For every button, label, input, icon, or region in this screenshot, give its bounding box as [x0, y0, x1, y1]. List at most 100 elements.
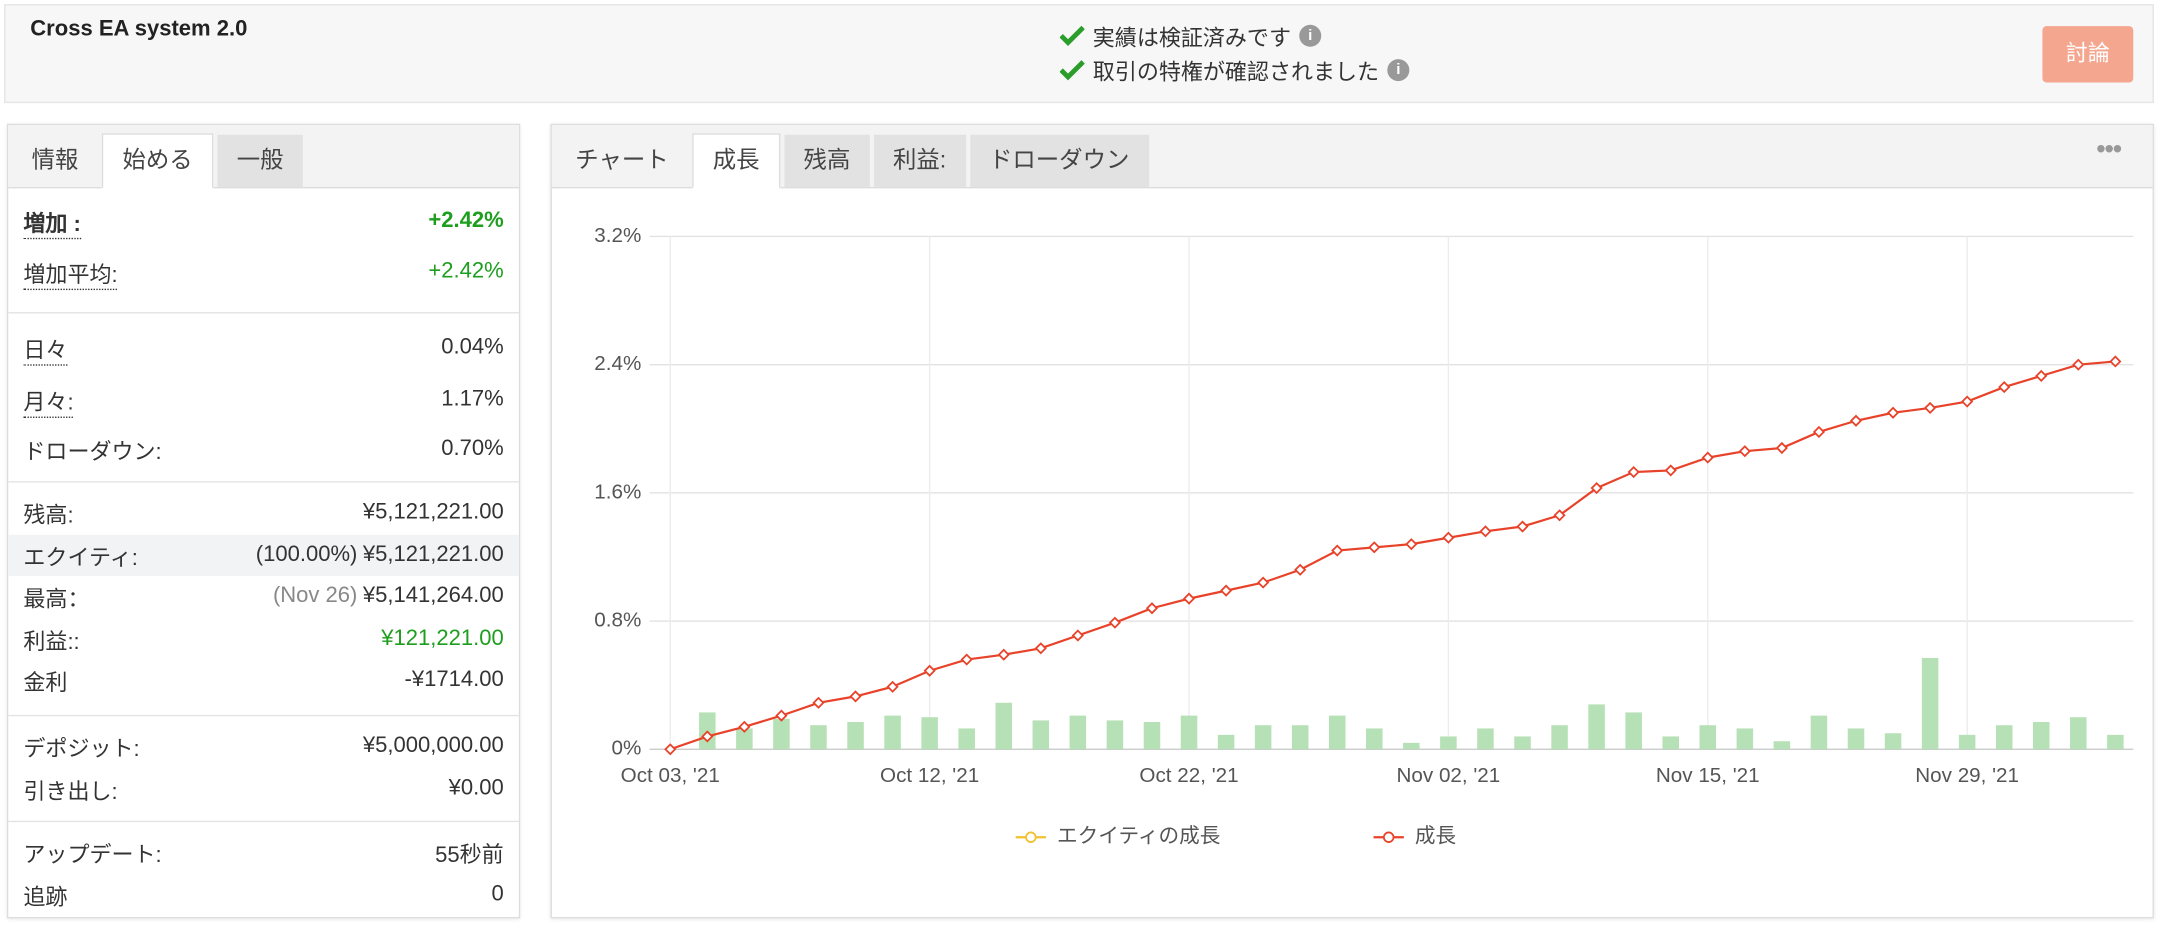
bar: [1440, 736, 1457, 750]
stat-value: ¥121,221.00: [381, 626, 504, 651]
stat-label: 追跡: [23, 886, 68, 911]
bar: [1180, 715, 1198, 750]
point: [2109, 355, 2122, 368]
point: [1257, 576, 1270, 589]
tab-bar: チャート 成長 残高 利益: ドローダウン: [551, 125, 2153, 189]
bar: [1366, 728, 1383, 750]
point: [1145, 602, 1159, 615]
separator: [8, 820, 519, 823]
tab[interactable]: ドローダウン: [969, 134, 1149, 187]
stat-value: 1.17%: [441, 387, 504, 412]
stat-value: ¥5,141,264.00: [362, 584, 504, 608]
stat-note: (Nov 26): [272, 584, 358, 608]
stat-label: エクイティ:: [23, 547, 138, 571]
stat-row: 増加平均: +2.42%: [23, 253, 504, 291]
bar: [921, 717, 938, 750]
point: [1071, 629, 1084, 642]
stat-label: 残高:: [23, 504, 74, 528]
stat-label: 利益::: [23, 631, 80, 655]
point: [1961, 395, 1974, 408]
point: [701, 730, 714, 743]
point: [738, 720, 751, 733]
stat-row: 月々: 1.17%: [23, 381, 504, 419]
separator: [8, 714, 519, 717]
stat-label: 最高：: [23, 588, 90, 612]
x-tick-label: Oct 03, '21: [621, 764, 720, 787]
point: [1331, 544, 1344, 557]
tab[interactable]: 成長: [692, 133, 781, 189]
stat-row: 金利 -¥1714.00: [23, 661, 503, 699]
bar: [847, 722, 864, 750]
point: [1701, 451, 1714, 464]
point: [1924, 401, 1937, 415]
point: [1553, 509, 1566, 522]
bar: [1143, 722, 1161, 750]
point: [1034, 642, 1047, 655]
point: [1108, 616, 1121, 629]
x-tick-label: Oct 22, '21: [1139, 764, 1238, 787]
check-icon: [1059, 60, 1085, 81]
stat-value: ¥0.00: [448, 776, 504, 801]
bar: [884, 715, 901, 750]
bar: [2033, 722, 2050, 750]
stat-value: ¥5,000,000.00: [362, 734, 504, 758]
tab-bar: 情報 始める 一般: [8, 125, 519, 189]
bar: [2107, 734, 2124, 750]
point: [2072, 358, 2085, 371]
bar: [1588, 704, 1605, 750]
tab[interactable]: 情報: [12, 134, 98, 187]
menu-dots[interactable]: •••: [2096, 134, 2122, 165]
stats-panel: 情報 始める 一般 増加 : +2.42% 増加平均: +2.42% 日々 0.04%…: [6, 123, 521, 919]
point: [1294, 563, 1307, 576]
legend-marker: [1025, 831, 1037, 843]
point: [1738, 445, 1751, 458]
stat-value: 55秒前: [435, 844, 504, 868]
stat-value: 0: [491, 882, 504, 906]
discuss-button[interactable]: 討論: [2042, 26, 2134, 83]
point: [849, 690, 862, 703]
bar: [1291, 725, 1309, 750]
point: [1442, 531, 1455, 544]
check-icon: [1059, 25, 1085, 47]
tab[interactable]: 始める: [101, 133, 214, 189]
point: [1219, 584, 1233, 597]
info-icon[interactable]: i: [1299, 24, 1322, 47]
verification-text: 取引の特権が確認されました: [1092, 61, 1380, 86]
stat-row: 追跡 0: [23, 876, 503, 914]
bar: [1477, 728, 1494, 750]
stat-label: 増加 :: [23, 204, 81, 239]
y-tick-label: 2.4%: [594, 352, 641, 375]
separator: [8, 312, 519, 314]
header-bar: [4, 4, 2154, 104]
tab[interactable]: 一般: [217, 134, 303, 187]
point: [775, 709, 788, 722]
x-tick-label: Nov 02, '21: [1397, 764, 1501, 787]
bar: [1773, 741, 1791, 750]
stat-label: 引き出し:: [23, 780, 118, 805]
x-tick-label: Nov 29, '21: [1915, 764, 2019, 787]
bar: [1328, 715, 1346, 750]
stat-value: -¥1714.00: [404, 668, 504, 692]
point: [1516, 520, 1529, 533]
tab[interactable]: 残高: [784, 134, 870, 187]
point: [2035, 369, 2048, 382]
bar: [1032, 720, 1050, 750]
stat-note: (100.00%): [255, 543, 358, 567]
point: [1775, 441, 1788, 455]
bar: [1069, 715, 1087, 750]
point: [960, 653, 973, 666]
bar: [1810, 715, 1828, 750]
bar: [1403, 742, 1420, 750]
stat-value: ¥5,121,221.00: [362, 543, 504, 567]
tab[interactable]: チャート: [556, 134, 688, 187]
separator: [8, 481, 519, 483]
point: [1812, 425, 1826, 439]
tab[interactable]: 利益:: [873, 134, 966, 187]
bar: [1625, 712, 1642, 750]
stat-value: +2.42%: [428, 208, 504, 233]
bar: [1662, 736, 1679, 750]
bar: [1254, 725, 1272, 750]
info-icon[interactable]: i: [1387, 59, 1410, 82]
legend-marker: [1382, 831, 1395, 843]
